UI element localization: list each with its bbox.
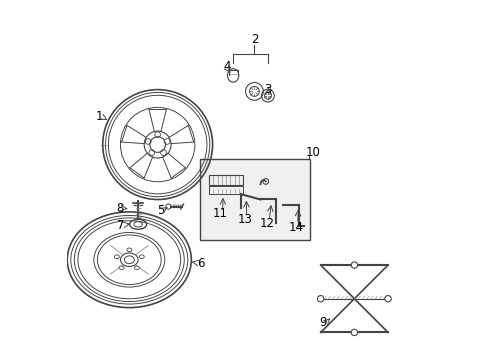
Text: 12: 12 [259, 217, 274, 230]
Text: 5: 5 [157, 204, 164, 217]
Circle shape [317, 296, 323, 302]
Text: 4: 4 [223, 60, 230, 73]
Bar [209, 186, 242, 194]
Text: 3: 3 [264, 83, 271, 96]
Text: 6: 6 [196, 257, 204, 270]
Text: 14: 14 [288, 221, 303, 234]
Circle shape [350, 262, 357, 268]
Circle shape [384, 296, 390, 302]
Text: 10: 10 [305, 146, 320, 159]
Text: 9: 9 [319, 316, 326, 329]
Text: 11: 11 [212, 207, 227, 220]
Bar [200, 159, 309, 240]
Text: 7: 7 [117, 219, 124, 232]
Text: 2: 2 [250, 33, 258, 46]
Text: 8: 8 [116, 202, 123, 215]
Text: 13: 13 [238, 213, 252, 226]
Circle shape [350, 329, 357, 336]
Bar [209, 175, 242, 185]
Text: 1: 1 [95, 111, 102, 123]
